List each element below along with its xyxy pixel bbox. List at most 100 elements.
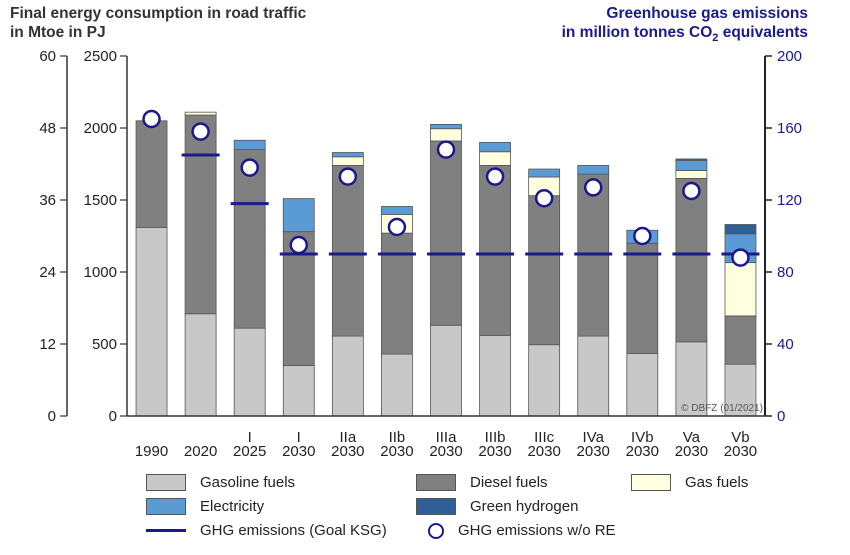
pj-tick-label: 0 <box>109 408 117 425</box>
pj-tick-label: 1500 <box>84 192 117 209</box>
mtoe-tick-label: 36 <box>39 192 56 209</box>
ghg-tick-label: 40 <box>777 336 794 353</box>
legend-item-diesel-swatch: Diesel fuels <box>416 474 548 491</box>
legend-label: Electricity <box>200 498 265 515</box>
bar-segment-electricity <box>479 141 511 153</box>
ghg-marker-circle <box>633 226 652 246</box>
bar-segment-electricity <box>430 124 462 130</box>
legend-item-gas-swatch: Gas fuels <box>631 474 748 491</box>
legend-symbol <box>428 522 444 539</box>
category-label-bottom: 2030 <box>577 443 610 460</box>
legend-symbol <box>146 529 186 532</box>
pj-tick-label: 1000 <box>84 264 117 281</box>
ghg-marker-circle <box>191 122 210 141</box>
legend-item-ghg-circle: GHG emissions w/o RE <box>416 522 616 539</box>
mtoe-tick-label: 60 <box>39 48 56 65</box>
category-label-top: IIIc <box>534 429 555 446</box>
pj-tick-label: 500 <box>92 336 117 353</box>
bar-segment-gasoline <box>282 365 315 417</box>
legend-symbol <box>631 474 671 491</box>
mtoe-tick-label: 0 <box>48 408 56 425</box>
copyright-note: © DBFZ (01/2021) <box>681 403 763 414</box>
bar-segment-gasoline <box>184 313 217 417</box>
bar-segment-gas <box>184 111 217 116</box>
legend: Gasoline fuels Diesel fuels Gas fuels Elect… <box>146 474 786 552</box>
legend-item-electricity-swatch: Electricity <box>146 498 264 515</box>
right-title-suffix: equivalents <box>718 24 808 41</box>
left-title-line1: Final energy consumption in road traffic <box>10 5 307 22</box>
ghg-marker-circle <box>338 167 358 186</box>
right-title-prefix: in million tonnes CO <box>561 24 713 41</box>
left-axis-title: Final energy consumption in road traffic… <box>10 4 306 42</box>
category-label-bottom: 2030 <box>626 443 659 460</box>
bar-segment-gasoline <box>724 363 757 417</box>
legend-item-ghg-line: GHG emissions (Goal KSG) <box>146 522 387 539</box>
right-title-subscript: 2 <box>712 32 719 45</box>
bar-segment-gasoline <box>626 352 659 417</box>
category-label-top: 2020 <box>184 443 217 460</box>
bar-segment-diesel <box>675 177 708 343</box>
bar-segment-gas <box>430 128 462 142</box>
bar-segment-gas <box>331 156 364 166</box>
bar-segment-electricity <box>331 152 364 158</box>
ghg-marker-circle <box>534 188 554 208</box>
mtoe-tick-label: 24 <box>39 264 56 281</box>
category-label-top: IVb <box>631 429 654 446</box>
legend-label: Gas fuels <box>685 474 749 491</box>
category-label-bottom: 2030 <box>331 443 364 460</box>
bar-segment-diesel <box>430 140 462 326</box>
category-label-bottom: 2030 <box>478 443 511 460</box>
bar-segment-hydrogen <box>675 158 708 161</box>
bar-segment-gasoline <box>331 335 364 417</box>
legend-symbol <box>146 474 186 491</box>
bar-segment-gas <box>724 262 757 317</box>
bar-segment-electricity <box>381 206 413 215</box>
category-label-bottom: 2030 <box>675 443 708 460</box>
bar-segment-diesel <box>135 120 168 228</box>
category-label-top: 1990 <box>135 443 168 460</box>
right-title-line1: Greenhouse gas emissions <box>606 5 808 22</box>
ghg-marker-circle <box>289 235 309 255</box>
category-label-top: IVa <box>583 429 605 446</box>
pj-tick-label: 2000 <box>84 120 117 137</box>
pj-tick-label: 2500 <box>84 48 117 65</box>
mtoe-tick-label: 48 <box>39 120 56 137</box>
bar-segment-diesel <box>479 165 511 336</box>
bar-segment-gasoline <box>233 327 266 417</box>
legend-symbol <box>146 498 186 515</box>
bar-segment-electricity <box>528 168 561 178</box>
bar-segment-electricity <box>282 198 315 233</box>
bar-segment-electricity <box>675 159 708 171</box>
ghg-tick-label: 160 <box>777 120 802 137</box>
category-label-top: Va <box>683 429 701 446</box>
right-title-line2: in million tonnes CO2 equivalents <box>562 23 808 48</box>
bar-segment-diesel <box>233 149 266 329</box>
bar-segment-electricity <box>577 165 610 175</box>
bar-segment-diesel <box>381 232 413 355</box>
left-title-line2: in Mtoe in PJ <box>10 24 106 41</box>
right-axis-title: Greenhouse gas emissions in million tonn… <box>562 4 808 48</box>
bar-segment-gas <box>479 151 511 166</box>
bar-segment-gasoline <box>577 335 610 417</box>
category-label-bottom: 2030 <box>724 443 757 460</box>
ghg-tick-label: 200 <box>777 48 802 65</box>
ghg-marker-circle <box>142 109 161 129</box>
bar-segment-diesel <box>626 242 659 354</box>
ghg-tick-label: 80 <box>777 264 794 281</box>
bar-segment-gasoline <box>528 344 561 417</box>
category-label-top: IIb <box>389 429 406 446</box>
bar-segment-diesel <box>528 195 561 346</box>
bar-segment-electricity <box>233 139 266 151</box>
legend-label: GHG emissions (Goal KSG) <box>200 522 387 539</box>
ghg-marker-circle <box>485 167 505 186</box>
category-label-top: Vb <box>731 429 749 446</box>
category-label-bottom: 2030 <box>380 443 413 460</box>
legend-symbol <box>416 498 456 515</box>
legend-label: GHG emissions w/o RE <box>458 522 616 539</box>
ghg-marker-circle <box>387 217 407 237</box>
ghg-markers-layer <box>142 109 750 267</box>
ghg-marker-circle <box>682 181 701 201</box>
bar-segment-diesel <box>184 114 217 315</box>
category-label-top: I <box>248 429 252 446</box>
legend-item-hydrogen-swatch: Green hydrogen <box>416 498 578 515</box>
